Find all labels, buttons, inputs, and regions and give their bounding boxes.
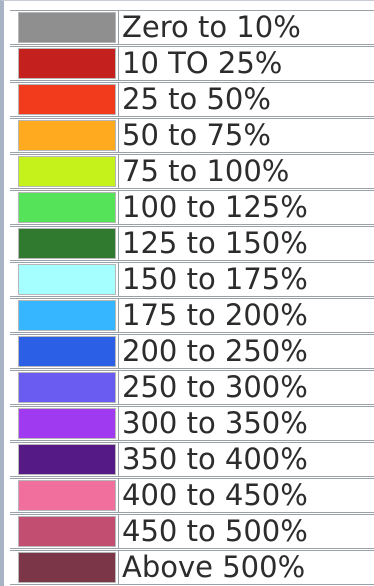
legend-label: 400 to 450% [118,479,374,512]
legend-row: 25 to 50% [10,82,374,117]
legend-swatch [18,516,116,547]
legend-row: 450 to 500% [10,514,374,549]
legend-row: 75 to 100% [10,154,374,189]
legend-swatch [18,120,116,151]
legend-row: 100 to 125% [10,190,374,225]
legend-label: 50 to 75% [118,119,374,152]
legend-swatch [18,336,116,367]
legend-label: 75 to 100% [118,155,374,188]
legend-row: 200 to 250% [10,334,374,369]
legend-row: 150 to 175% [10,262,374,297]
legend-swatch [18,48,116,79]
legend-swatch [18,444,116,475]
legend-swatch [18,372,116,403]
legend-label: 175 to 200% [118,299,374,332]
legend-label: Zero to 10% [118,11,374,44]
legend-row: 350 to 400% [10,442,374,477]
legend-label: 200 to 250% [118,335,374,368]
legend-swatch [18,12,116,43]
legend-label: 10 TO 25% [118,47,374,80]
legend-swatch [18,408,116,439]
legend-label: 100 to 125% [118,191,374,224]
legend-swatch [18,552,116,583]
legend-swatch [18,300,116,331]
legend-row: Above 500% [10,550,374,585]
legend-label: 125 to 150% [118,227,374,260]
legend-row: 50 to 75% [10,118,374,153]
legend-label: 25 to 50% [118,83,374,116]
legend-row: 125 to 150% [10,226,374,261]
legend-label: 300 to 350% [118,407,374,440]
legend-swatch [18,156,116,187]
legend-row: 300 to 350% [10,406,374,441]
legend-swatch [18,264,116,295]
legend-swatch [18,192,116,223]
legend-row: 10 TO 25% [10,46,374,81]
legend-swatch [18,84,116,115]
legend-label: 250 to 300% [118,371,374,404]
legend-swatch [18,480,116,511]
legend-label: 450 to 500% [118,515,374,548]
legend-row: 250 to 300% [10,370,374,405]
legend-swatch [18,228,116,259]
legend-row: 400 to 450% [10,478,374,513]
legend-label: Above 500% [118,551,374,584]
legend-row: 175 to 200% [10,298,374,333]
legend-label: 350 to 400% [118,443,374,476]
legend-label: 150 to 175% [118,263,374,296]
legend-row: Zero to 10% [10,10,374,45]
